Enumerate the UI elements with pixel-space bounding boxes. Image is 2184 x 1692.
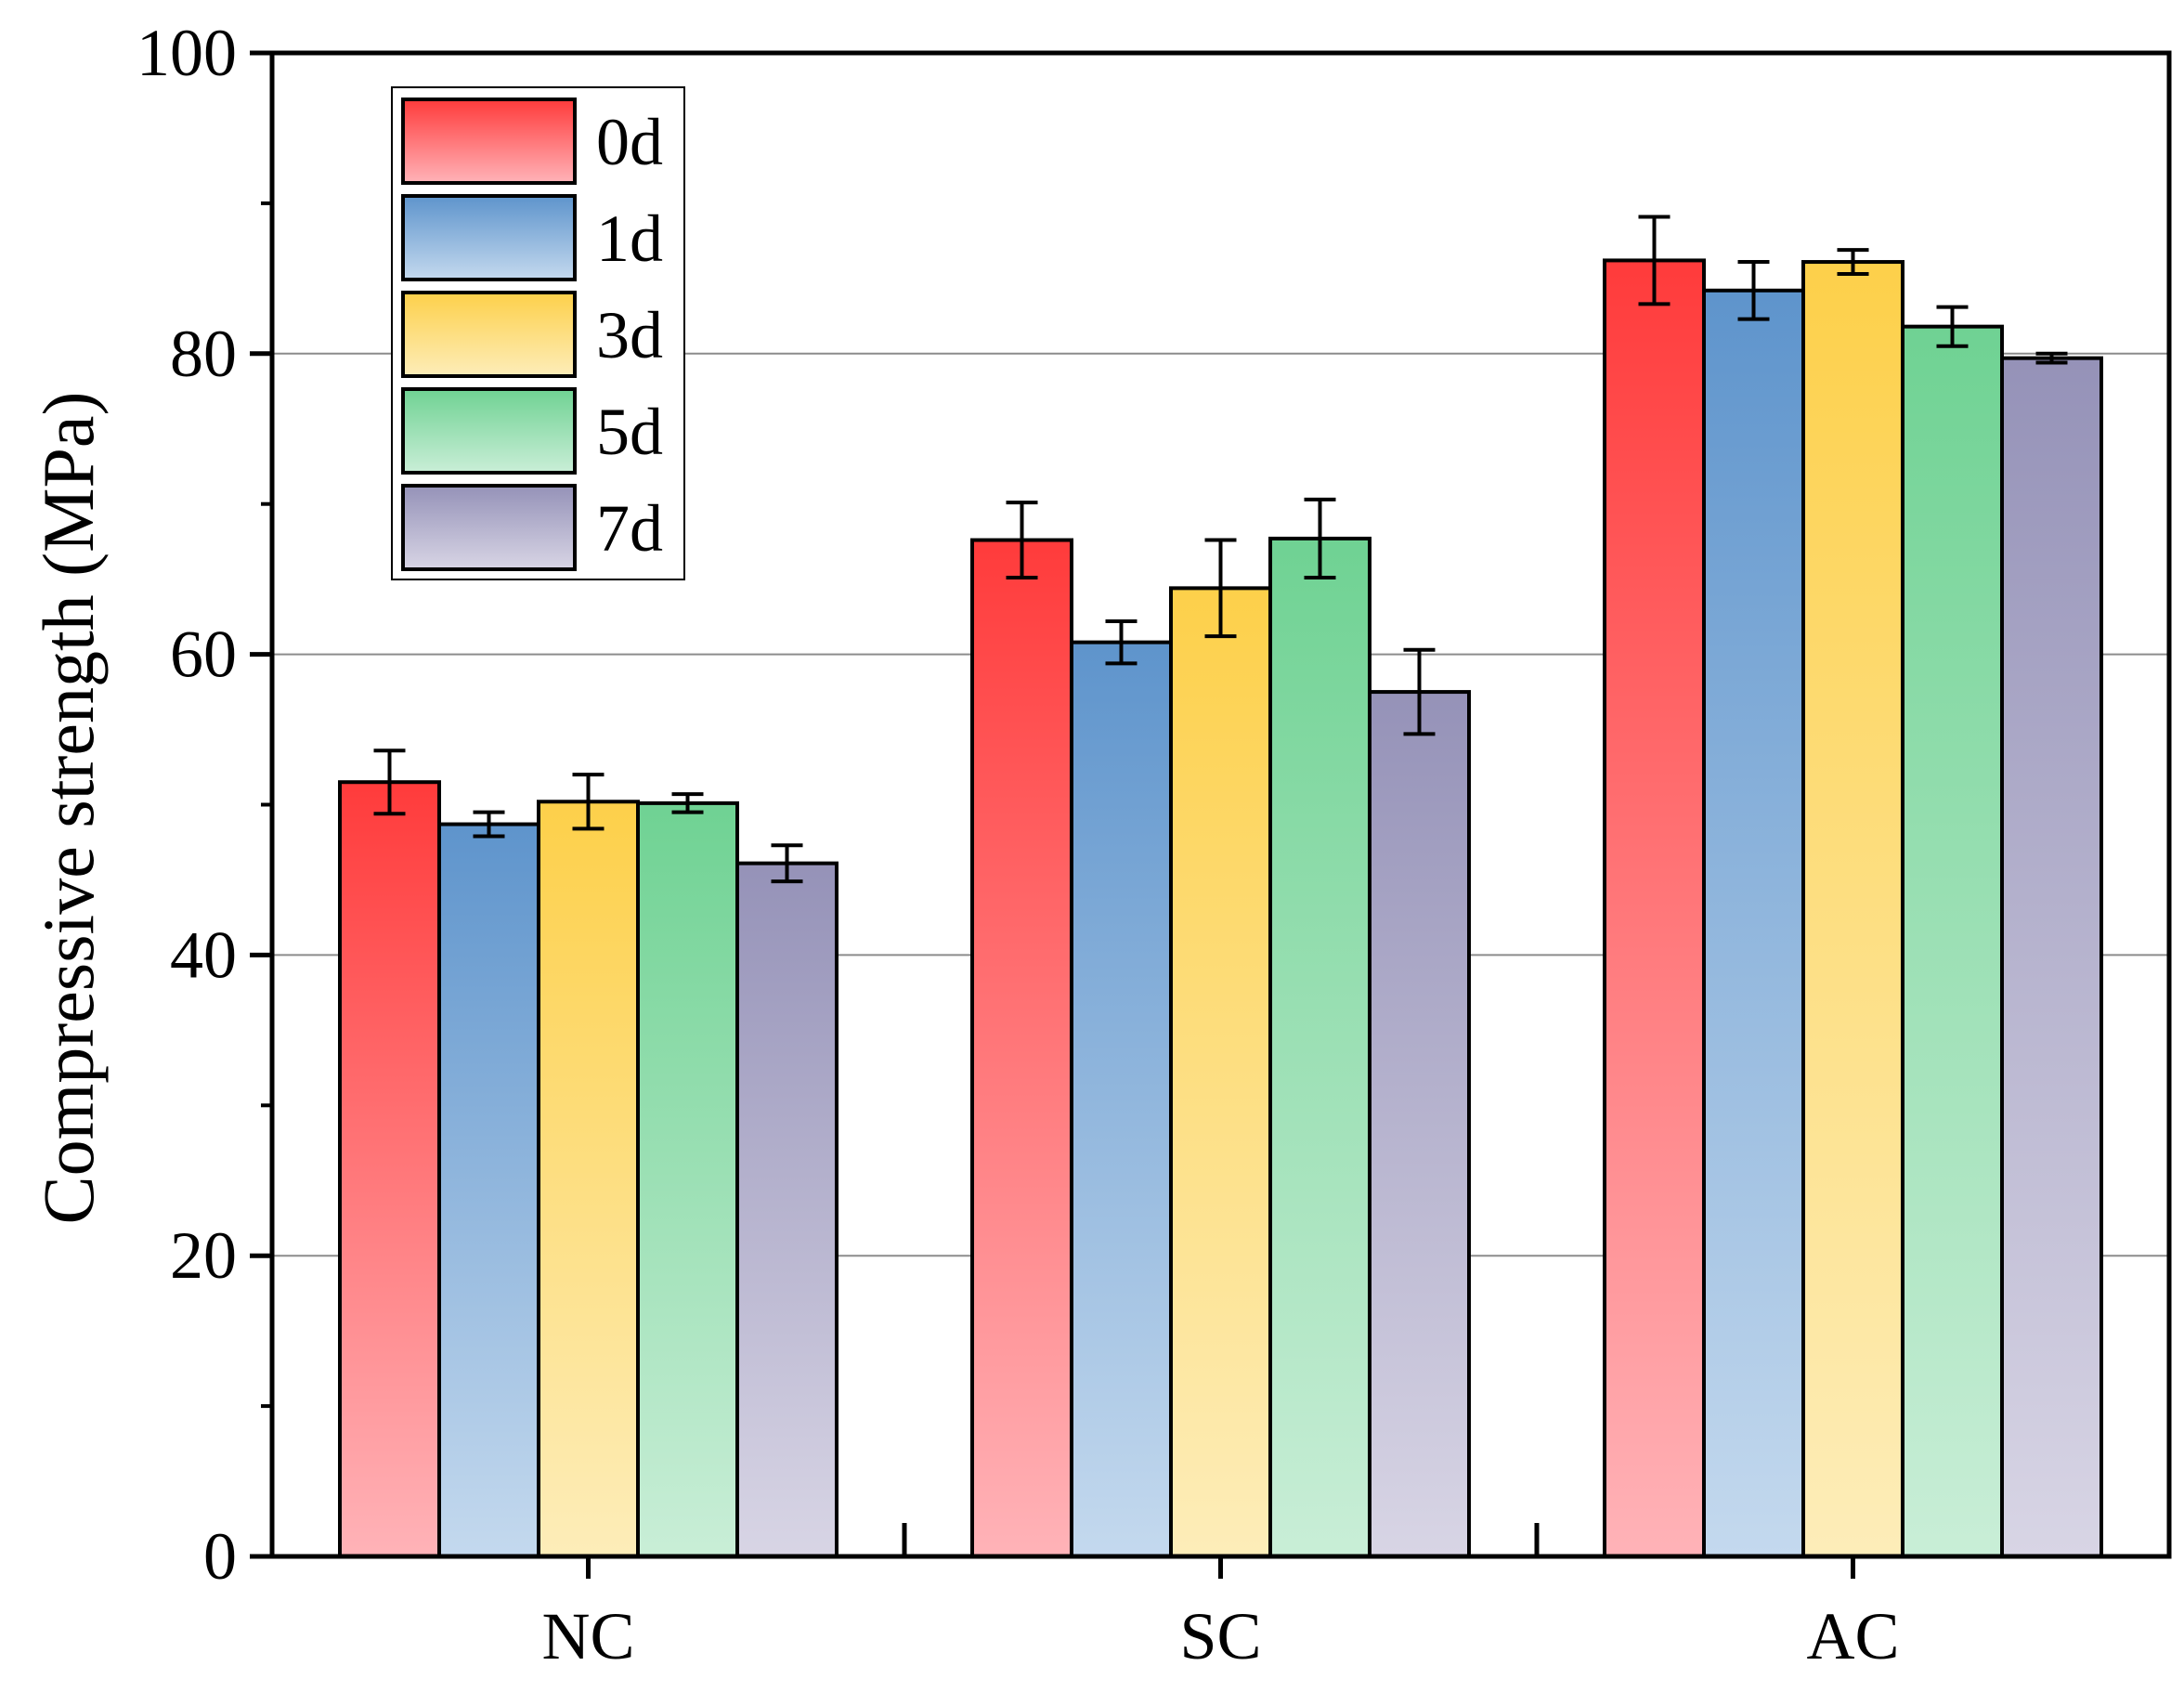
error-bar-AC-1d	[1737, 260, 1770, 321]
error-bar-NC-3d	[572, 773, 604, 831]
error-bar-NC-1d	[473, 810, 505, 839]
bar-NC-7d	[735, 861, 838, 1558]
error-bar-NC-7d	[771, 843, 803, 884]
y-tick-label-80: 80	[170, 317, 237, 391]
bar-NC-1d	[437, 822, 540, 1558]
x-tick-label-NC: NC	[541, 1599, 634, 1673]
bar-AC-5d	[1901, 324, 2004, 1559]
legend-label-1d: 1d	[596, 202, 663, 276]
bar-AC-3d	[1801, 260, 1904, 1558]
legend-swatch-3d	[401, 291, 577, 378]
bar-SC-1d	[1070, 640, 1173, 1558]
y-tick-label-40: 40	[170, 918, 237, 992]
error-bar-SC-0d	[1006, 501, 1038, 580]
bar-NC-3d	[537, 800, 640, 1558]
error-bar-NC-0d	[373, 748, 406, 816]
y-tick-label-60: 60	[170, 618, 237, 692]
legend-swatch-5d	[401, 387, 577, 475]
bar-AC-0d	[1603, 258, 1706, 1558]
y-tick-label-20: 20	[170, 1218, 237, 1293]
y-axis-title: Compressive strength (MPa)	[28, 392, 109, 1225]
bar-SC-5d	[1268, 536, 1372, 1558]
y-tick-label-100: 100	[136, 16, 237, 90]
error-bar-AC-0d	[1638, 215, 1670, 306]
bar-AC-7d	[2000, 356, 2103, 1559]
legend-label-3d: 3d	[596, 298, 663, 372]
x-tick-label-AC: AC	[1806, 1599, 1899, 1673]
legend-label-5d: 5d	[596, 395, 663, 469]
legend-swatch-0d	[401, 98, 577, 185]
bar-NC-0d	[338, 780, 441, 1558]
legend-swatch-1d	[401, 194, 577, 281]
y-tick-label-0: 0	[203, 1519, 237, 1594]
error-bar-NC-5d	[671, 792, 704, 814]
legend-label-7d: 7d	[596, 491, 663, 566]
error-bar-SC-3d	[1204, 538, 1237, 639]
error-bar-SC-5d	[1304, 497, 1336, 580]
legend: 0d 1d 3d 5d 7d	[391, 86, 685, 580]
error-bar-AC-5d	[1936, 305, 1969, 348]
x-tick-label-SC: SC	[1179, 1599, 1261, 1673]
error-bar-SC-1d	[1105, 618, 1138, 666]
error-bar-AC-3d	[1837, 248, 1869, 276]
error-bar-AC-7d	[2035, 351, 2068, 365]
ticks: 0 20 40 60 80 100 NC SC AC	[136, 16, 1900, 1673]
bar-SC-7d	[1368, 690, 1471, 1558]
bar-SC-0d	[970, 538, 1073, 1558]
bar-NC-5d	[636, 800, 739, 1558]
bar-AC-1d	[1702, 288, 1805, 1558]
legend-label-0d: 0d	[596, 105, 663, 179]
bar-SC-3d	[1169, 586, 1272, 1558]
legend-swatch-7d	[401, 484, 577, 571]
error-bar-SC-7d	[1403, 647, 1436, 736]
